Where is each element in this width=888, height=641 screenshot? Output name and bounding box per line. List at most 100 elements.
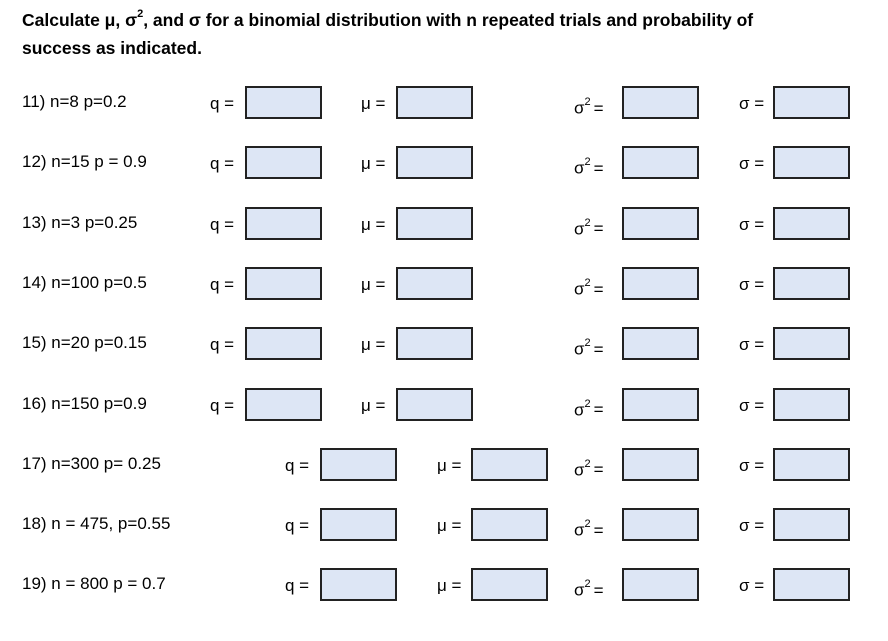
problem-label: 13) n=3 p=0.25: [22, 212, 138, 232]
sd-label: σ =: [739, 516, 765, 536]
answer-box[interactable]: [773, 447, 850, 481]
answer-box[interactable]: [622, 508, 699, 542]
problem-label: 17) n=300 p= 0.25: [22, 453, 161, 473]
q-label: q =: [285, 576, 310, 596]
equals: =: [593, 460, 604, 480]
equals: =: [593, 339, 604, 359]
answer-box[interactable]: [622, 146, 699, 180]
mu-label: μ =: [437, 516, 462, 536]
sigma: σ: [574, 520, 585, 540]
sigma: σ: [574, 279, 585, 299]
answer-box[interactable]: [622, 387, 699, 421]
answer-box[interactable]: [622, 206, 699, 240]
mu-label: μ =: [361, 214, 386, 234]
answer-box[interactable]: [320, 447, 397, 481]
sigma: σ: [574, 158, 585, 178]
answer-box[interactable]: [622, 568, 699, 602]
exponent: 2: [584, 276, 591, 289]
mu-label: μ =: [361, 274, 386, 294]
answer-box[interactable]: [773, 266, 850, 300]
q-label: q =: [285, 516, 310, 536]
problem-label: 15) n=20 p=0.15: [22, 333, 147, 353]
exponent: 2: [584, 518, 591, 531]
equals: =: [593, 279, 604, 299]
variance-label: σ2 =: [574, 576, 604, 601]
answer-box[interactable]: [396, 206, 473, 240]
mu-label: μ =: [361, 395, 386, 415]
problem-label: 11) n=8 p=0.2: [22, 92, 127, 111]
answer-box[interactable]: [773, 327, 850, 361]
variance-label: σ2 =: [574, 154, 604, 179]
exponent: 2: [584, 457, 591, 470]
q-label: q =: [210, 94, 235, 113]
answer-box[interactable]: [773, 387, 850, 421]
answer-box[interactable]: [245, 206, 322, 240]
variance-label: σ2 =: [574, 396, 604, 421]
variance-label: σ2 =: [574, 215, 604, 240]
problem-label: 19) n = 800 p = 0.7: [22, 574, 166, 594]
answer-box[interactable]: [622, 447, 699, 481]
mu-label: μ =: [437, 455, 462, 475]
equals: =: [593, 520, 604, 540]
answer-box[interactable]: [622, 86, 699, 119]
answer-box[interactable]: [245, 387, 322, 421]
q-label: q =: [210, 154, 235, 174]
mu-label: μ =: [361, 335, 386, 355]
answer-box[interactable]: [320, 568, 397, 602]
title-text: , and σ for a binomial distribution with…: [143, 10, 754, 30]
answer-box[interactable]: [773, 206, 850, 240]
answer-box[interactable]: [773, 146, 850, 180]
equals: =: [593, 158, 604, 178]
answer-box[interactable]: [245, 146, 322, 180]
equals: =: [593, 400, 604, 420]
answer-box[interactable]: [396, 266, 473, 300]
sd-label: σ =: [739, 335, 765, 355]
sd-label: σ =: [739, 214, 765, 234]
answer-box[interactable]: [471, 447, 548, 481]
exponent: 2: [584, 156, 591, 169]
sigma: σ: [574, 460, 585, 480]
answer-box[interactable]: [396, 146, 473, 180]
problem-label: 14) n=100 p=0.5: [22, 272, 147, 292]
q-label: q =: [285, 455, 310, 475]
q-label: q =: [210, 214, 235, 234]
mu-label: μ =: [361, 94, 386, 113]
sigma: σ: [574, 98, 585, 118]
variance-label: σ2 =: [574, 456, 604, 481]
equals: =: [593, 98, 604, 118]
answer-box[interactable]: [622, 266, 699, 300]
answer-box[interactable]: [773, 86, 850, 119]
problem-label: 18) n = 475, p=0.55: [22, 514, 171, 534]
mu-label: μ =: [437, 576, 462, 596]
answer-box[interactable]: [245, 86, 322, 119]
title-line: Calculate μ, σ2, and σ for a binomial di…: [22, 8, 754, 31]
variance-label: σ2 =: [574, 275, 604, 300]
sd-label: σ =: [739, 94, 765, 113]
answer-box[interactable]: [245, 327, 322, 361]
q-label: q =: [210, 274, 235, 294]
answer-box[interactable]: [396, 86, 473, 119]
answer-box[interactable]: [773, 508, 850, 542]
answer-box[interactable]: [622, 327, 699, 361]
exponent: 2: [584, 337, 591, 350]
variance-label: σ2 =: [574, 335, 604, 360]
sigma: σ: [574, 219, 585, 239]
exponent: 2: [584, 578, 591, 591]
mu-label: μ =: [361, 154, 386, 174]
exponent: 2: [584, 397, 591, 410]
sd-label: σ =: [739, 576, 765, 596]
answer-box[interactable]: [471, 508, 548, 542]
answer-box[interactable]: [471, 568, 548, 602]
sigma: σ: [574, 400, 585, 420]
answer-box[interactable]: [396, 327, 473, 361]
answer-box[interactable]: [320, 508, 397, 542]
answer-box[interactable]: [396, 387, 473, 421]
sigma: σ: [574, 581, 585, 601]
sigma: σ: [574, 339, 585, 359]
answer-box[interactable]: [773, 568, 850, 602]
sd-label: σ =: [739, 455, 765, 475]
exponent: 2: [584, 96, 591, 108]
answer-box[interactable]: [245, 266, 322, 300]
variance-label: σ2 =: [574, 516, 604, 541]
